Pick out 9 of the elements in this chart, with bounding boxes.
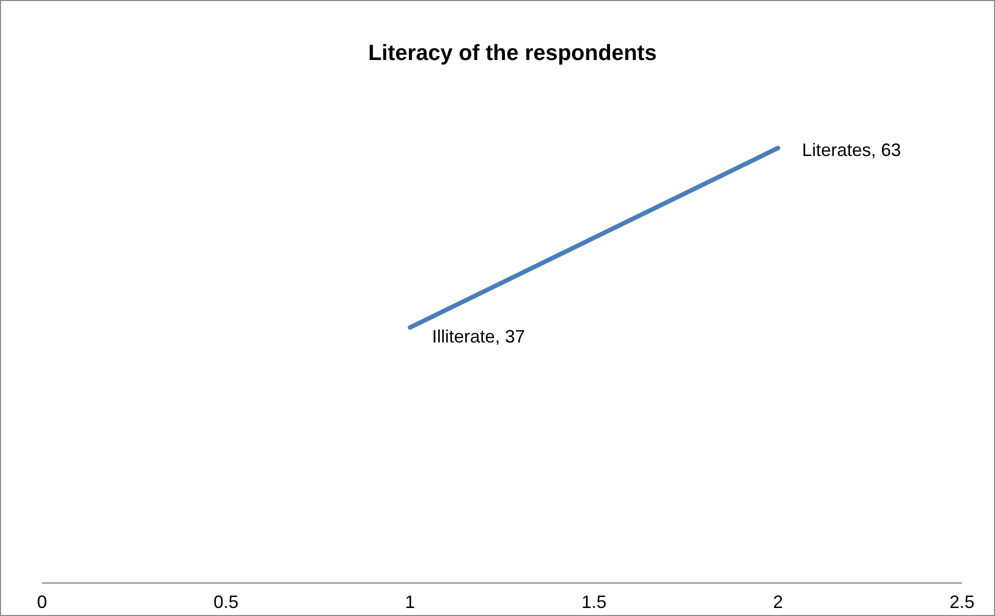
x-tick-label: 2.5 — [949, 592, 975, 612]
x-tick-label: 0 — [36, 592, 48, 612]
chart-title: Literacy of the respondents — [368, 40, 657, 65]
x-tick-label: 1.5 — [581, 592, 607, 612]
x-tick-label: 1 — [404, 592, 416, 612]
data-label: Literates, 63 — [802, 140, 902, 160]
x-tick-label: 0.5 — [213, 592, 239, 612]
data-label: Illiterate, 37 — [432, 326, 526, 347]
x-tick-label: 2 — [772, 592, 784, 612]
